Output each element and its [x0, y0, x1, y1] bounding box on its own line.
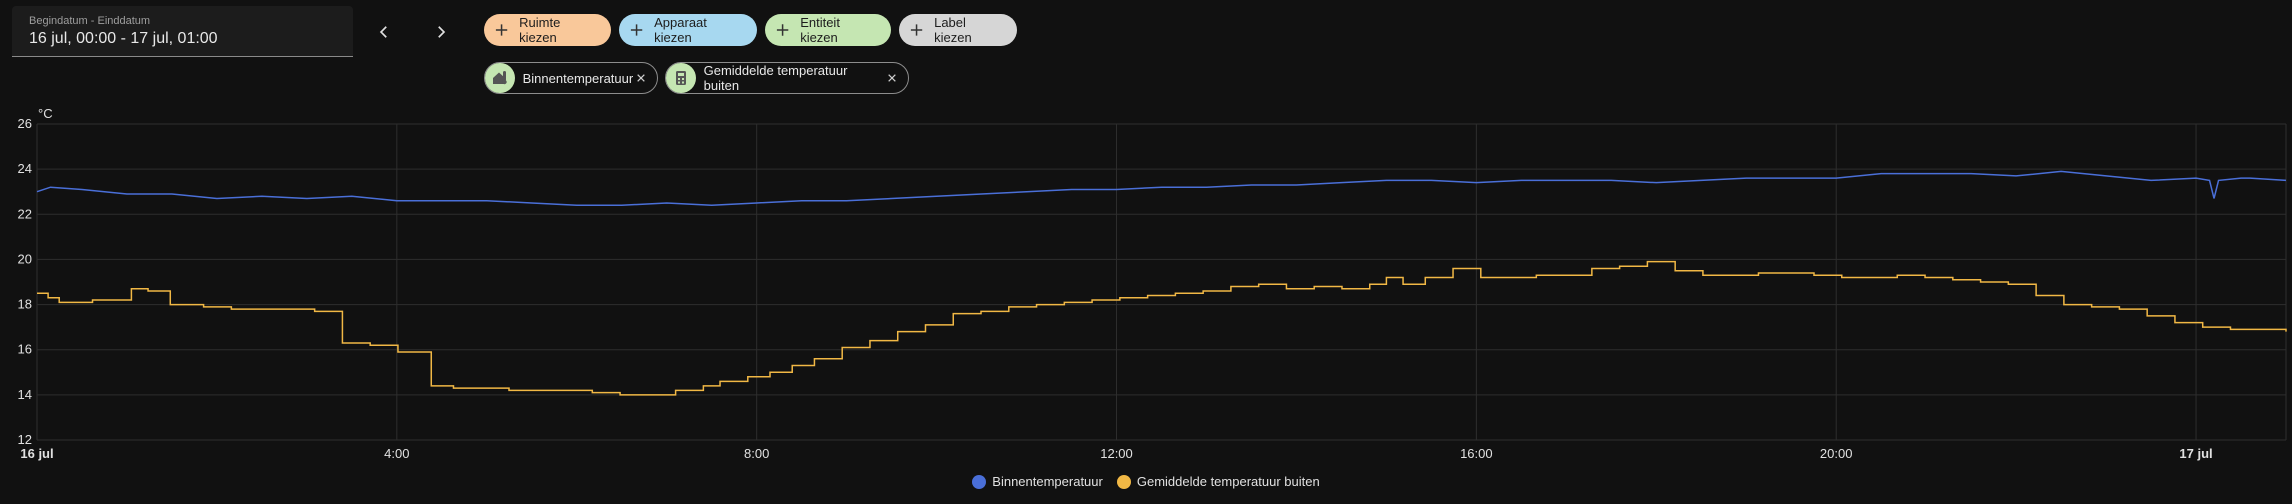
legend-item-outdoor[interactable]: Gemiddelde temperatuur buiten: [1116, 474, 1320, 489]
previous-period-button[interactable]: [364, 12, 404, 52]
close-icon: [888, 74, 896, 82]
chart-legend: Binnentemperatuur Gemiddelde temperatuur…: [0, 474, 2292, 489]
y-tick-label: 14: [18, 387, 32, 402]
remove-chip-button[interactable]: [633, 70, 649, 86]
legend-label: Gemiddelde temperatuur buiten: [1136, 474, 1320, 489]
legend-dot: [972, 474, 987, 489]
selected-entity-label: Binnentemperatuur: [522, 70, 634, 86]
date-range-value: 16 jul, 00:00 - 17 jul, 01:00: [29, 30, 218, 47]
plus-icon: [495, 24, 508, 36]
close-icon: [637, 74, 645, 82]
choose-area-label: Ruimte kiezen: [519, 15, 561, 45]
choose-device-label: Apparaat kiezen: [654, 15, 707, 45]
y-axis-unit-label: °C: [38, 106, 53, 121]
choose-label-label: Label kiezen: [934, 15, 972, 45]
date-range-picker[interactable]: Begindatum - Einddatum 16 jul, 00:00 - 1…: [12, 6, 353, 57]
choose-entity-chip[interactable]: Entiteit kiezen: [765, 14, 891, 46]
selected-entity-label: Gemiddelde temperatuur buiten: [703, 63, 848, 93]
plus-icon: [776, 24, 789, 36]
legend-dot: [1116, 474, 1131, 489]
y-tick-label: 20: [18, 251, 32, 266]
choose-area-chip[interactable]: Ruimte kiezen: [484, 14, 611, 46]
plus-icon: [910, 24, 923, 36]
home-thermometer-icon: [485, 63, 515, 93]
series-line-1: [37, 260, 2287, 396]
legend-item-indoor[interactable]: Binnentemperatuur: [972, 474, 1103, 489]
x-tick-label: 16:00: [1460, 446, 1493, 461]
selected-entity-chip-indoor[interactable]: Binnentemperatuur: [484, 62, 658, 94]
x-tick-label: 12:00: [1100, 446, 1133, 461]
x-tick-label: 17 jul: [2179, 446, 2212, 461]
plus-icon: [630, 24, 643, 36]
y-tick-label: 24: [18, 161, 32, 176]
next-period-button[interactable]: [421, 12, 461, 52]
remove-chip-button[interactable]: [884, 70, 900, 86]
y-tick-label: 26: [18, 116, 32, 131]
x-tick-label: 8:00: [744, 446, 769, 461]
chevron-right-icon: [438, 26, 446, 38]
choose-device-chip[interactable]: Apparaat kiezen: [619, 14, 757, 46]
x-tick-label: 4:00: [384, 446, 409, 461]
choose-entity-label: Entiteit kiezen: [800, 15, 840, 45]
y-tick-label: 22: [18, 206, 32, 221]
y-tick-label: 18: [18, 297, 32, 312]
y-tick-label: 16: [18, 342, 32, 357]
x-tick-label: 16 jul: [20, 446, 53, 461]
selected-entity-chip-outdoor[interactable]: Gemiddelde temperatuur buiten: [665, 62, 909, 94]
y-tick-label: 12: [18, 432, 32, 447]
chevron-left-icon: [379, 26, 387, 38]
temperature-history-chart[interactable]: °C 12 14 16 18 20 22 24 26 16 jul 4:00 8:00 12:00 16:…: [0, 100, 2292, 470]
x-tick-label: 20:00: [1820, 446, 1853, 461]
legend-label: Binnentemperatuur: [992, 474, 1103, 489]
series-line-0: [36, 170, 2287, 207]
calculator-icon: [666, 63, 696, 93]
choose-label-chip[interactable]: Label kiezen: [899, 14, 1017, 46]
date-range-label: Begindatum - Einddatum: [29, 15, 151, 27]
